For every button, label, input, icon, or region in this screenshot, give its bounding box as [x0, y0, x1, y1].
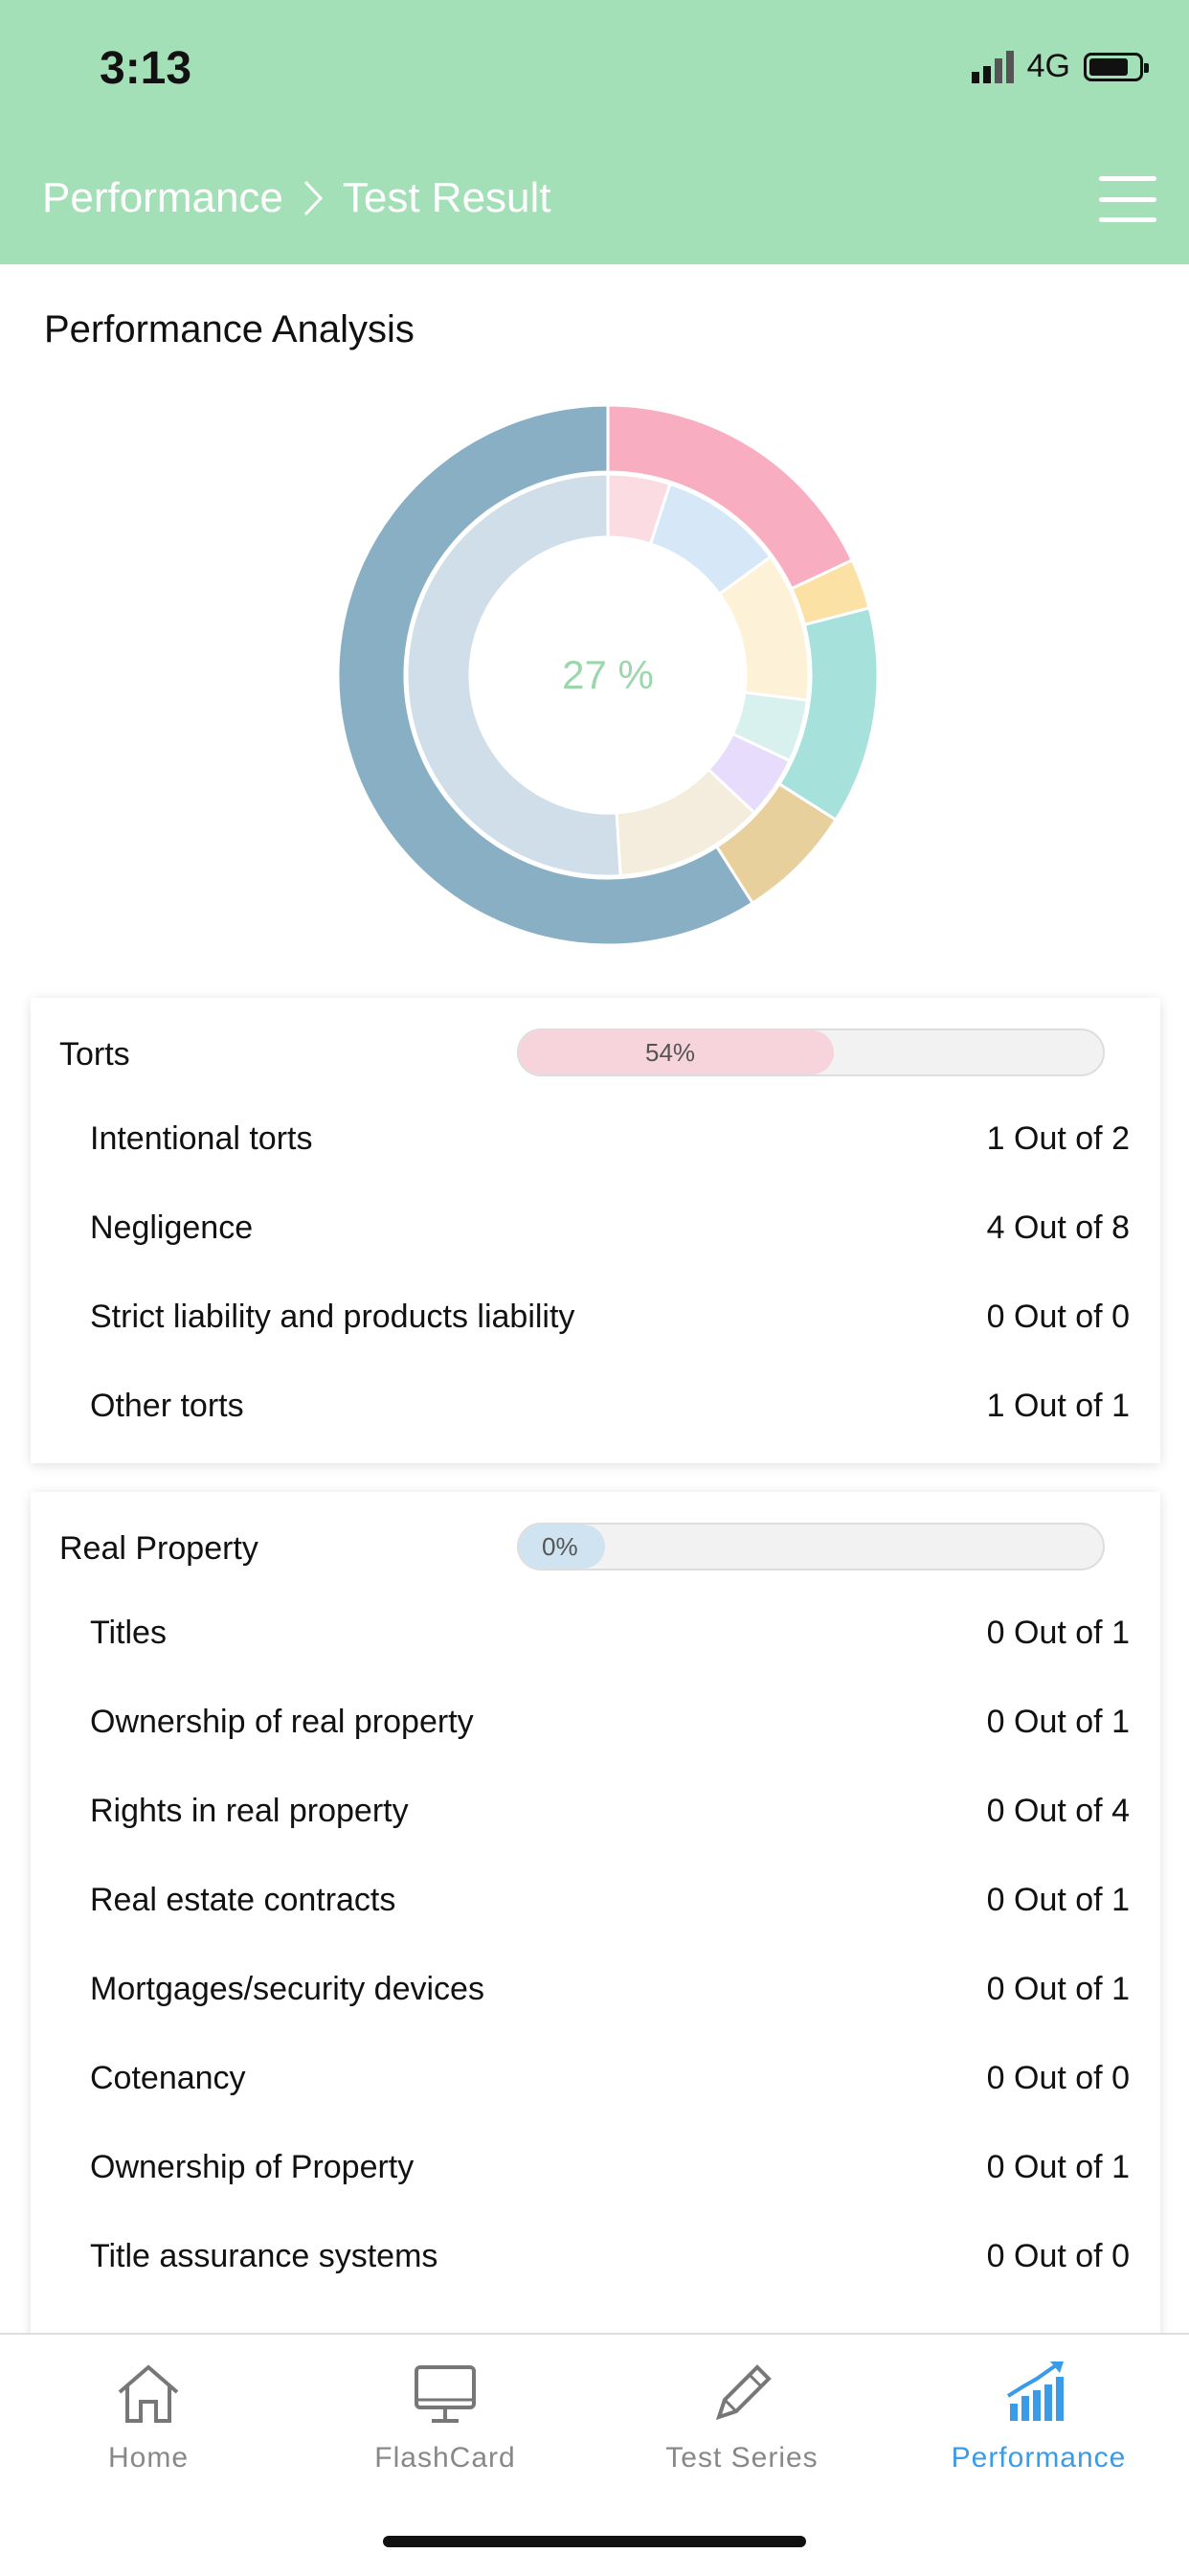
pencil-icon: [715, 2364, 772, 2421]
topic-name: Intentional torts: [90, 1120, 313, 1157]
list-item: Titles 0 Out of 1: [90, 1615, 1130, 1652]
tab-flashcard[interactable]: FlashCard: [325, 2358, 565, 2474]
topic-score: 0 Out of 0: [986, 1299, 1130, 1335]
progress-bar: 0%: [517, 1523, 1105, 1570]
breadcrumb-current: Test Result: [342, 174, 551, 221]
breadcrumb: Performance Test Result: [42, 174, 551, 222]
topic-score: 0 Out of 0: [986, 2060, 1130, 2096]
topic-score: 0 Out of 1: [986, 1971, 1130, 2007]
chart-center-label: 27 %: [562, 652, 654, 697]
topic-name: Real estate contracts: [90, 1882, 396, 1918]
progress-label: 54%: [645, 1038, 696, 1067]
topic-name: Ownership of Property: [90, 2149, 415, 2185]
list-item: Other torts 1 Out of 1: [90, 1388, 1130, 1425]
donut-chart-svg: [336, 403, 880, 947]
inner-ring-slice-6: [405, 472, 622, 878]
list-item: Title assurance systems 0 Out of 0: [90, 2238, 1130, 2275]
list-item: Cotenancy 0 Out of 0: [90, 2060, 1130, 2097]
list-item: Real estate contracts 0 Out of 1: [90, 1882, 1130, 1919]
chevron-right-icon: [303, 180, 323, 216]
tab-test-series[interactable]: Test Series: [622, 2358, 862, 2474]
page-title: Performance Analysis: [44, 308, 415, 350]
topic-score: 0 Out of 1: [986, 1882, 1130, 1918]
outer-ring-slice-4: [336, 403, 755, 947]
topic-score: 0 Out of 1: [986, 2149, 1130, 2185]
topic-name: Strict liability and products liability: [90, 1299, 575, 1335]
card-title: Torts: [59, 1036, 130, 1073]
list-item: Rights in real property 0 Out of 4: [90, 1793, 1130, 1830]
network-label: 4G: [1026, 48, 1070, 84]
topic-name: Ownership of real property: [90, 1704, 474, 1740]
tab-home[interactable]: Home: [29, 2358, 268, 2474]
topic-name: Mortgages/security devices: [90, 1971, 484, 2007]
topic-score: 1 Out of 2: [986, 1120, 1130, 1157]
breadcrumb-performance[interactable]: Performance: [42, 174, 283, 221]
status-time: 3:13: [100, 43, 192, 94]
monitor-icon: [415, 2365, 476, 2423]
topic-name: Title assurance systems: [90, 2238, 438, 2274]
battery-icon: [1084, 52, 1149, 81]
tab-performance[interactable]: Performance: [919, 2358, 1158, 2474]
topic-name: Negligence: [90, 1209, 254, 1246]
topic-name: Rights in real property: [90, 1793, 409, 1829]
progress-fill: [519, 1030, 835, 1074]
hamburger-menu-icon[interactable]: [1099, 176, 1156, 222]
topic-score: 4 Out of 8: [986, 1209, 1130, 1246]
home-indicator: [383, 2536, 806, 2547]
topic-score: 0 Out of 0: [986, 2238, 1130, 2274]
home-icon: [118, 2364, 179, 2423]
list-item: Negligence 4 Out of 8: [90, 1209, 1130, 1247]
topic-name: Cotenancy: [90, 2060, 246, 2096]
progress-fill: [519, 1525, 605, 1569]
topic-name: Other torts: [90, 1388, 244, 1424]
subject-card-torts: Torts 54% Intentional torts 1 Out of 2 N…: [31, 998, 1160, 1463]
list-item: Mortgages/security devices 0 Out of 1: [90, 1971, 1130, 2008]
tab-label: Test Series: [665, 2442, 819, 2474]
list-item: Ownership of Property 0 Out of 1: [90, 2149, 1130, 2186]
subject-card-real-property: Real Property 0% Titles 0 Out of 1 Owner…: [31, 1492, 1160, 2354]
list-item: Intentional torts 1 Out of 2: [90, 1120, 1130, 1158]
topic-score: 0 Out of 1: [986, 1704, 1130, 1740]
tab-label: FlashCard: [374, 2442, 516, 2474]
topic-name: Titles: [90, 1615, 167, 1651]
app-header: 3:13 4G Performance Test Result: [0, 0, 1189, 264]
card-title: Real Property: [59, 1530, 258, 1567]
topic-score: 1 Out of 1: [986, 1388, 1130, 1424]
status-indicators: 4G: [971, 48, 1149, 85]
bottom-tab-bar: Home FlashCard Test Series Performance: [0, 2333, 1189, 2576]
list-item: Ownership of real property 0 Out of 1: [90, 1704, 1130, 1741]
progress-label: 0%: [542, 1532, 578, 1561]
tab-label: Home: [107, 2442, 190, 2474]
bar-chart-icon: [1006, 2361, 1064, 2421]
topic-score: 0 Out of 1: [986, 1615, 1130, 1651]
tab-label: Performance: [951, 2442, 1127, 2474]
list-item: Strict liability and products liability …: [90, 1299, 1130, 1336]
signal-icon: [971, 50, 1014, 83]
performance-chart: 27 %: [335, 402, 881, 948]
progress-bar: 54%: [517, 1028, 1105, 1076]
topic-score: 0 Out of 4: [986, 1793, 1130, 1829]
